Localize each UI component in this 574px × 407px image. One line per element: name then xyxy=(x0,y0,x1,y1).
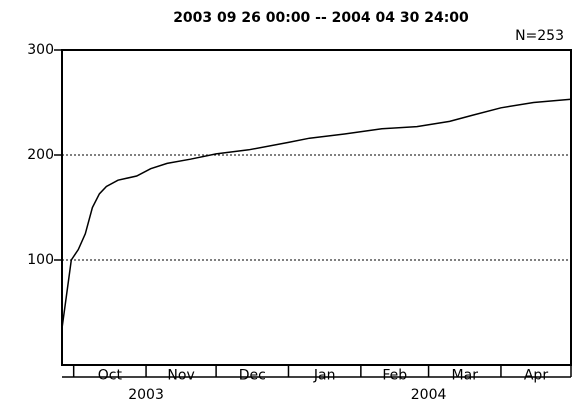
y-tick-label: 200 xyxy=(27,147,54,163)
month-label: Dec xyxy=(239,368,266,384)
year-label: 2004 xyxy=(411,387,447,403)
y-tick-label: 100 xyxy=(27,252,54,268)
y-tick-label: 300 xyxy=(27,42,54,58)
year-label: 2003 xyxy=(128,387,164,403)
month-label: Feb xyxy=(382,368,407,384)
annotation: N=253 xyxy=(515,28,564,44)
month-label: Oct xyxy=(98,368,123,384)
month-label: Mar xyxy=(452,368,479,384)
data-line xyxy=(61,98,572,329)
month-label: Jan xyxy=(313,368,336,384)
chart-title: 2003 09 26 00:00 -- 2004 04 30 24:00 xyxy=(173,10,469,26)
month-label: Nov xyxy=(167,368,194,384)
month-label: Apr xyxy=(524,368,548,384)
plot-frame xyxy=(61,49,572,366)
